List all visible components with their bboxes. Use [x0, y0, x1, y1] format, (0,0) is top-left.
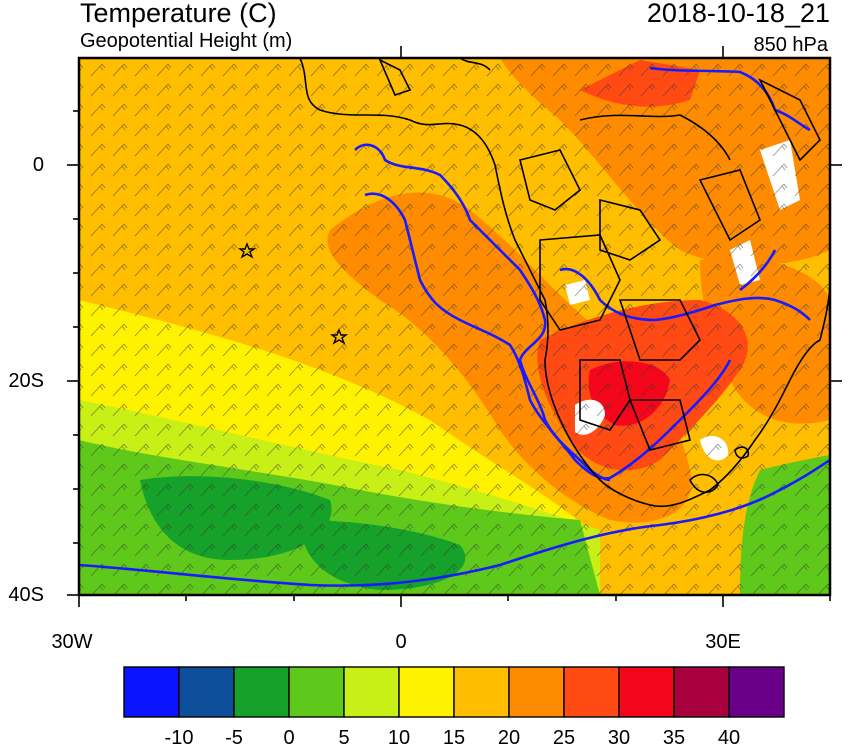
- colorbar-swatch-0: [123, 666, 180, 718]
- colorbar-label: -10: [164, 727, 194, 749]
- lon-label-0: 0: [395, 631, 407, 653]
- station-star-2: [329, 328, 349, 345]
- geopotential-contours: [79, 66, 830, 587]
- lat-label-20s: 20S: [8, 370, 44, 392]
- colorbar-swatch-7: [508, 666, 565, 718]
- axis-ticks: [67, 46, 842, 607]
- colorbar-swatch-10: [673, 666, 730, 718]
- map-title: Temperature (C): [80, 0, 277, 28]
- colorbar-swatch-4: [343, 666, 400, 718]
- valid-datetime: 2018-10-18_21: [646, 0, 830, 28]
- colorbar-swatch-3: [288, 666, 345, 718]
- pressure-level: 850 hPa: [753, 34, 828, 56]
- colorbar-swatch-6: [453, 666, 510, 718]
- lon-label-30w: 30W: [51, 631, 93, 653]
- colorbar: [123, 666, 785, 718]
- lat-label-40s: 40S: [8, 584, 44, 606]
- colorbar-swatch-9: [618, 666, 675, 718]
- map-subtitle: Geopotential Height (m): [80, 30, 293, 52]
- coastlines: [299, 58, 830, 508]
- colorbar-label: 20: [497, 727, 521, 749]
- station-markers: [237, 242, 349, 345]
- lon-label-30e: 30E: [705, 631, 741, 653]
- colorbar-label: 25: [552, 727, 576, 749]
- colorbar-label: 10: [387, 727, 411, 749]
- colorbar-label: 0: [283, 727, 295, 749]
- colorbar-swatch-2: [233, 666, 290, 718]
- colorbar-swatch-1: [178, 666, 235, 718]
- colorbar-label: 5: [338, 727, 350, 749]
- lat-label-0: 0: [32, 154, 44, 176]
- colorbar-label: 15: [442, 727, 466, 749]
- colorbar-label: 30: [607, 727, 631, 749]
- colorbar-label: 40: [717, 727, 741, 749]
- colorbar-swatch-8: [563, 666, 620, 718]
- colorbar-swatch-5: [398, 666, 455, 718]
- colorbar-label: -5: [225, 727, 243, 749]
- colorbar-label: 35: [662, 727, 686, 749]
- station-star-1: [237, 242, 257, 259]
- colorbar-swatch-11: [728, 666, 785, 718]
